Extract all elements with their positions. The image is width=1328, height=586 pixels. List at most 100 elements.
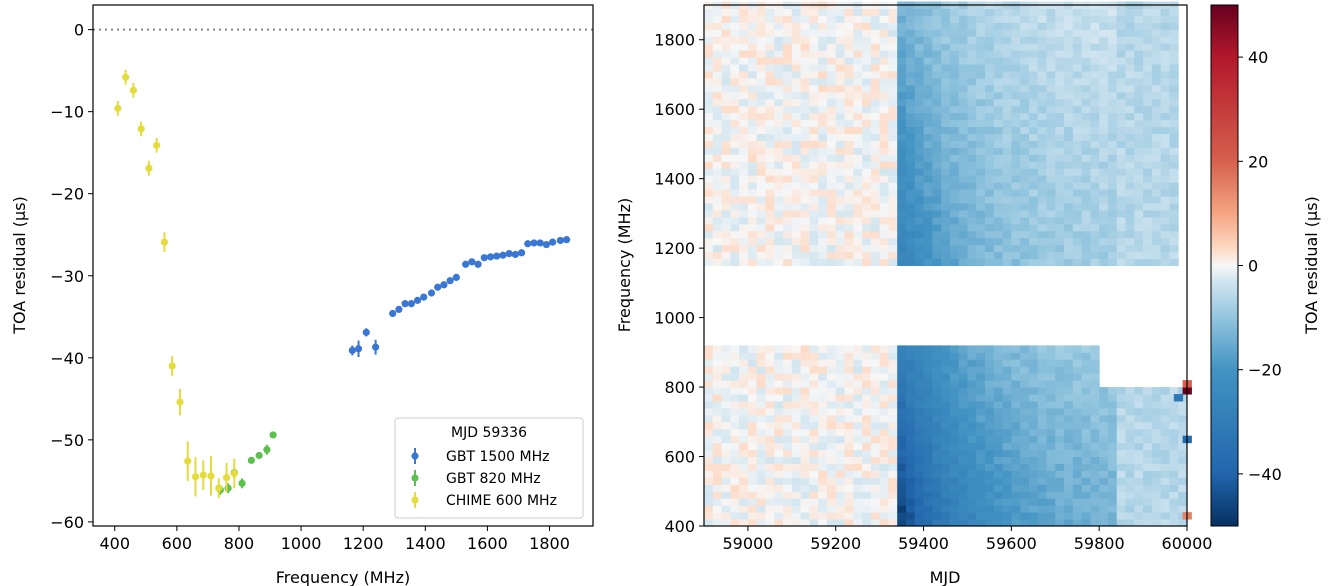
heatmap-cell [1046, 196, 1056, 204]
heatmap-cell [844, 43, 854, 51]
heatmap-cell [1151, 29, 1162, 37]
heatmap-cell [1090, 112, 1100, 121]
heatmap-cell [879, 119, 889, 128]
heatmap-cell [739, 394, 749, 402]
heatmap-cell [1160, 470, 1170, 478]
heatmap-cell [897, 421, 907, 430]
heatmap-cell [1107, 140, 1118, 148]
heatmap-cell [1072, 182, 1083, 190]
heatmap-cell [897, 477, 907, 485]
heatmap-cell [818, 29, 828, 37]
heatmap-cell [818, 237, 828, 246]
heatmap-cell [747, 352, 758, 360]
heatmap-cell [791, 223, 802, 232]
heatmap-cell [879, 84, 889, 93]
heatmap-cell [853, 22, 863, 30]
heatmap-cell [870, 449, 881, 458]
heatmap-cell [721, 491, 731, 499]
heatmap-cell [765, 387, 775, 395]
heatmap-cell [897, 505, 907, 513]
heatmap-cell [914, 359, 925, 367]
heatmap-cell [756, 394, 766, 402]
heatmap-cell [949, 463, 960, 471]
heatmap-cell [800, 366, 810, 374]
heatmap-cell [835, 352, 846, 360]
heatmap-cell [730, 498, 740, 506]
heatmap-cell [958, 421, 968, 430]
heatmap-cell [1064, 196, 1074, 204]
heatmap-cell [1143, 140, 1153, 148]
heatmap-cell [739, 470, 749, 478]
heatmap-cell [721, 91, 731, 100]
heatmap-cell [985, 77, 995, 86]
heatmap-cell [747, 126, 758, 135]
heatmap-cell [1107, 147, 1118, 155]
heatmap-cell [976, 216, 986, 225]
heatmap-cell [730, 223, 740, 232]
heatmap-cell [1081, 380, 1091, 388]
heatmap-cell [844, 435, 854, 444]
heatmap-cell [1125, 387, 1135, 395]
heatmap-cell [1151, 196, 1162, 204]
heatmap-cell [976, 237, 986, 246]
heatmap-cell [1081, 161, 1091, 169]
heatmap-cell [1020, 196, 1030, 204]
heatmap-cell [1169, 91, 1179, 100]
heatmap-cell [1143, 223, 1153, 232]
heatmap-cell [1107, 414, 1118, 423]
heatmap-cell [800, 394, 810, 402]
heatmap-cell [879, 98, 889, 107]
heatmap-cell [993, 140, 1004, 148]
heatmap-cell [756, 202, 766, 211]
heatmap-cell [1020, 359, 1030, 367]
heatmap-cell [739, 84, 749, 93]
heatmap-cell [985, 161, 995, 169]
heatmap-cell [739, 216, 749, 225]
heatmap-cell [1072, 498, 1083, 506]
left-y-tick-label: −10 [50, 103, 84, 122]
heatmap-cell [1134, 394, 1144, 402]
heatmap-cell [862, 154, 872, 162]
heatmap-cell [967, 463, 977, 471]
heatmap-cell [1028, 519, 1039, 527]
heatmap-cell [800, 182, 810, 190]
heatmap-cell [704, 258, 714, 266]
heatmap-cell [967, 182, 977, 190]
heatmap-cell [932, 352, 942, 360]
heatmap-cell [967, 119, 977, 128]
heatmap-cell [704, 182, 714, 190]
heatmap-cell [985, 230, 995, 239]
heatmap-cell [721, 435, 731, 444]
heatmap-cell [747, 36, 758, 44]
heatmap-cell [1081, 237, 1091, 246]
heatmap-cell [791, 258, 802, 266]
heatmap-cell [1046, 359, 1056, 367]
heatmap-cell [879, 15, 889, 23]
data-point [462, 260, 470, 268]
heatmap-cell [967, 50, 977, 58]
heatmap-cell [1046, 435, 1056, 444]
heatmap-cell [1125, 442, 1135, 451]
data-point [407, 300, 415, 308]
heatmap-cell [853, 77, 863, 86]
data-point [511, 250, 519, 259]
heatmap-cell [730, 366, 740, 374]
heatmap-cell [897, 428, 907, 437]
heatmap-cell [914, 36, 925, 44]
heatmap-cell [1099, 43, 1109, 51]
heatmap-cell [932, 126, 942, 135]
heatmap-cell [923, 463, 933, 471]
heatmap-cell [835, 435, 846, 444]
heatmap-cell [1055, 168, 1065, 176]
heatmap-cell [958, 57, 968, 65]
heatmap-cell [1125, 98, 1135, 107]
heatmap-cell [721, 22, 731, 30]
legend-label: GBT 820 MHz [446, 471, 541, 487]
heatmap-cell [993, 230, 1004, 239]
heatmap-cell [958, 91, 968, 100]
heatmap-cell [932, 463, 942, 471]
heatmap-cell [818, 126, 828, 135]
heatmap-cell [730, 168, 740, 176]
heatmap-cell [730, 505, 740, 513]
heatmap-cell [862, 202, 872, 211]
